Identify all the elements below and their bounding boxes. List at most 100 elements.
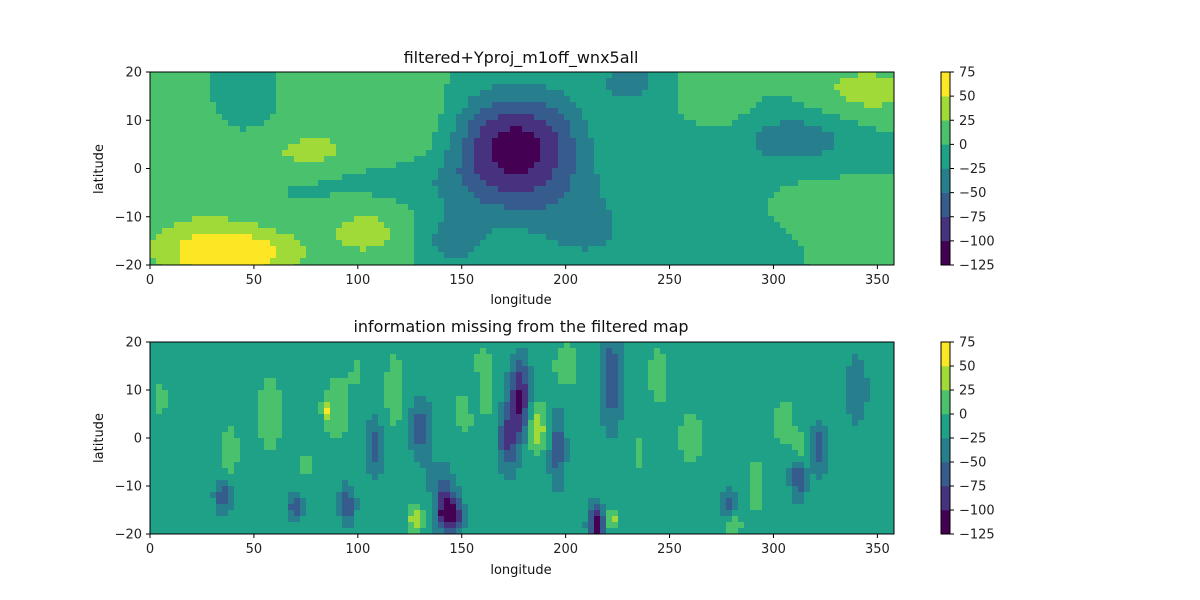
contour-cell <box>708 168 715 175</box>
contour-cell <box>258 192 265 199</box>
contour-cell <box>726 204 733 211</box>
contour-cell <box>618 222 625 229</box>
contour-cell <box>678 186 685 193</box>
contour-cell <box>366 246 373 253</box>
contour-cell <box>756 156 763 163</box>
contour-cell <box>408 180 415 187</box>
contour-cell <box>258 258 265 265</box>
contour-cell <box>168 342 175 349</box>
contour-cell <box>324 348 331 355</box>
contour-cell <box>270 108 277 115</box>
contour-cell <box>204 348 211 355</box>
contour-cell <box>612 120 619 127</box>
contour-cell <box>798 150 805 157</box>
contour-cell <box>882 360 889 367</box>
contour-cell <box>672 234 679 241</box>
contour-cell <box>546 78 553 85</box>
contour-cell <box>438 228 445 235</box>
contour-cell <box>426 78 433 85</box>
contour-cell <box>774 120 781 127</box>
contour-cell <box>456 84 463 91</box>
contour-cell <box>792 234 799 241</box>
contour-cell <box>426 240 433 247</box>
contour-cell <box>810 240 817 247</box>
contour-cell <box>426 90 433 97</box>
contour-cell <box>426 132 433 139</box>
contour-cell <box>528 72 535 79</box>
contour-cell <box>282 222 289 229</box>
contour-cell <box>210 366 217 373</box>
contour-cell <box>282 156 289 163</box>
contour-cell <box>546 258 553 265</box>
contour-cell <box>864 198 871 205</box>
contour-cell <box>714 102 721 109</box>
contour-cell <box>846 228 853 235</box>
contour-cell <box>162 126 169 133</box>
contour-cell <box>768 342 775 349</box>
contour-cell <box>846 204 853 211</box>
contour-cell <box>360 186 367 193</box>
contour-cell <box>222 144 229 151</box>
contour-cell <box>510 234 517 241</box>
contour-cell <box>666 216 673 223</box>
contour-cell <box>822 222 829 229</box>
contour-cell <box>708 216 715 223</box>
contour-cell <box>324 156 331 163</box>
contour-cell <box>432 180 439 187</box>
contour-cell <box>354 354 361 361</box>
contour-cell <box>468 240 475 247</box>
contour-cell <box>882 168 889 175</box>
contour-cell <box>294 366 301 373</box>
contour-cell <box>810 258 817 265</box>
contour-cell <box>312 78 319 85</box>
contour-cell <box>264 210 271 217</box>
contour-cell <box>540 204 547 211</box>
contour-cell <box>660 162 667 169</box>
contour-cell <box>258 204 265 211</box>
contour-cell <box>408 366 415 373</box>
contour-cell <box>540 132 547 139</box>
contour-cell <box>840 84 847 91</box>
contour-cell <box>168 192 175 199</box>
contour-cell <box>714 180 721 187</box>
contour-cell <box>588 180 595 187</box>
contour-cell <box>414 198 421 205</box>
contour-cell <box>846 354 853 361</box>
contour-cell <box>300 216 307 223</box>
contour-cell <box>624 126 631 133</box>
contour-cell <box>744 222 751 229</box>
contour-cell <box>558 138 565 145</box>
contour-cell <box>720 348 727 355</box>
contour-cell <box>678 162 685 169</box>
contour-cell <box>198 342 205 349</box>
contour-cell <box>354 138 361 145</box>
contour-cell <box>612 204 619 211</box>
contour-cell <box>564 342 571 349</box>
contour-cell <box>216 180 223 187</box>
contour-cell <box>276 84 283 91</box>
contour-cell <box>558 96 565 103</box>
contour-cell <box>732 180 739 187</box>
contour-cell <box>678 228 685 235</box>
contour-cell <box>816 156 823 163</box>
contour-cell <box>642 132 649 139</box>
contour-cell <box>750 246 757 253</box>
contour-cell <box>204 108 211 115</box>
contour-cell <box>630 222 637 229</box>
contour-cell <box>516 210 523 217</box>
contour-cell <box>318 372 325 379</box>
contour-cell <box>570 186 577 193</box>
contour-cell <box>372 108 379 115</box>
contour-cell <box>372 198 379 205</box>
contour-cell <box>342 102 349 109</box>
contour-cell <box>594 138 601 145</box>
contour-cell <box>618 120 625 127</box>
contour-cell <box>648 228 655 235</box>
contour-cell <box>372 96 379 103</box>
contour-cell <box>222 258 229 265</box>
contour-cell <box>720 246 727 253</box>
contour-cell <box>864 222 871 229</box>
contour-cell <box>384 72 391 79</box>
contour-cell <box>282 198 289 205</box>
contour-cell <box>294 78 301 85</box>
